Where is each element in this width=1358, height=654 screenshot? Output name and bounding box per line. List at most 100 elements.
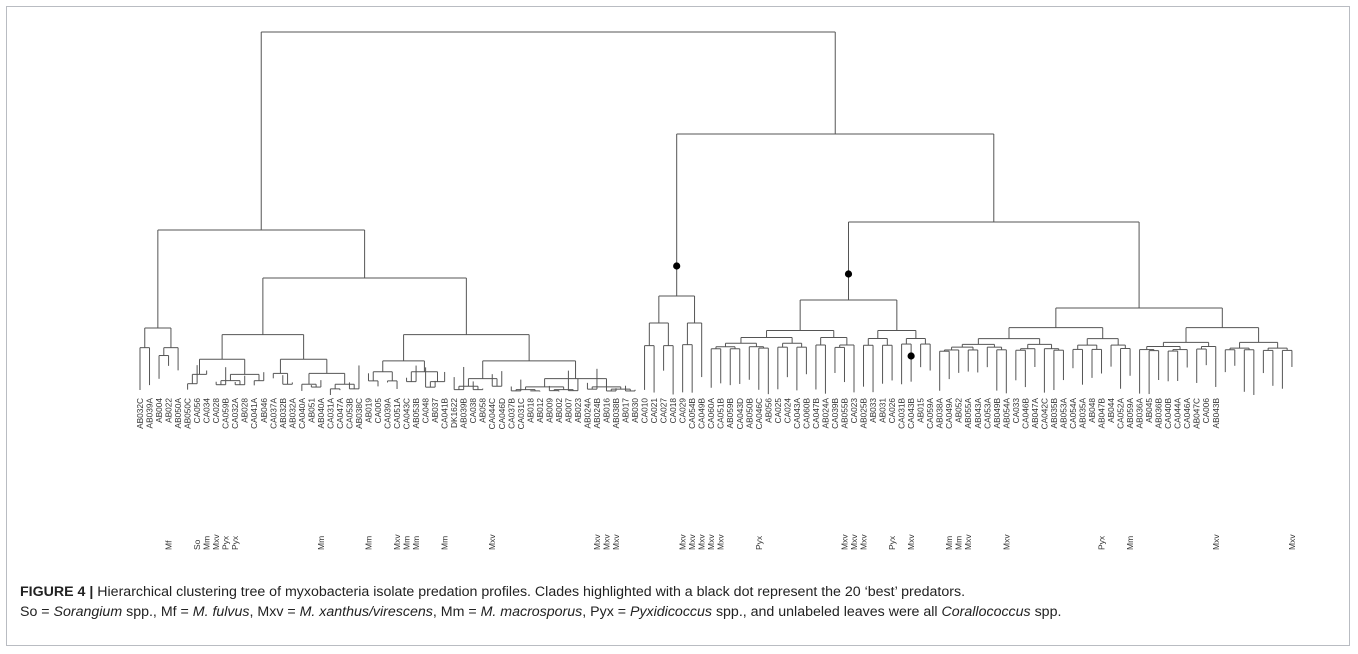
leaf-label: CA048 — [421, 398, 431, 424]
leaf-label: CA025 — [773, 398, 783, 424]
leaf-label: AB055A — [963, 398, 973, 429]
leaf-label: CA010 — [640, 398, 650, 424]
leaf-label: AB043B — [1211, 398, 1221, 429]
leaf-label: AB044 — [1106, 398, 1116, 423]
leaf-label: CA054A — [1068, 398, 1078, 429]
species-label: Pyx — [754, 535, 764, 550]
leaf-label: CA006 — [1201, 398, 1211, 424]
leaf-label: CA059A — [925, 398, 935, 429]
leaf-label: CA026 — [887, 398, 897, 424]
leaf-label: CA046A — [1182, 398, 1192, 429]
best-predator-dot — [907, 352, 915, 360]
leaf-label: CA031B — [897, 398, 907, 429]
leaf-label: CA051A — [392, 398, 402, 429]
leaf-label: AB050B — [744, 398, 754, 429]
leaf-label: AB050C — [183, 398, 193, 429]
dendrogram: AB032C AB039A AB004 AB022 AB050A AB050C CA056 C… — [135, 31, 1297, 550]
leaf-label: AB048 — [1087, 398, 1097, 423]
leaf-label: AB053A — [1058, 398, 1068, 429]
leaf-label: AB032A — [287, 398, 297, 429]
leaf-label: AB024A — [582, 398, 592, 429]
species-label: Mxv — [392, 534, 402, 550]
species-legend: So = Sorangium spp., Mf = M. fulvus, Mxv… — [20, 604, 1062, 620]
leaf-label: AB017 — [621, 398, 631, 423]
leaf-label: AB019 — [363, 398, 373, 423]
leaf-label: AB045 — [1144, 398, 1154, 423]
legend-abbr: Mf = — [160, 604, 193, 620]
leaf-label: CA043D — [735, 398, 745, 429]
leaf-label: CA024 — [782, 398, 792, 424]
leaf-label: AB033 — [868, 398, 878, 423]
leaf-label: AB046 — [259, 398, 269, 423]
leaf-label: CA047B — [811, 398, 821, 429]
species-label: Mm — [202, 536, 212, 550]
legend-abbr: Mm = — [440, 604, 481, 620]
leaf-label: CA032A — [230, 398, 240, 429]
species-label: Mm — [944, 536, 954, 550]
leaf-label: CA027 — [659, 398, 669, 424]
leaf-label: CA018 — [668, 398, 678, 424]
legend-species: M. fulvus — [192, 604, 250, 620]
species-label: Mxv — [211, 534, 221, 550]
legend-species: Sorangium — [53, 604, 123, 620]
species-label: Mm — [316, 536, 326, 550]
leaf-label: CA033 — [1011, 398, 1021, 424]
leaf-label: AB007 — [563, 398, 573, 423]
leaf-label: AB036B — [1154, 398, 1164, 429]
legend-abbr: Pyx = — [590, 604, 630, 620]
species-label: Mxv — [611, 534, 621, 550]
leaf-label: AB055B — [839, 398, 849, 429]
leaf-label: CA029 — [678, 398, 688, 424]
leaf-label: CA047A — [335, 398, 345, 429]
legend-tail: , and unlabeled leaves were all — [742, 604, 942, 620]
caption-text: Hierarchical clustering tree of myxobact… — [93, 584, 966, 600]
leaf-label: AB023 — [573, 398, 583, 423]
leaf-label: AB016 — [601, 398, 611, 423]
legend-abbr: Mxv = — [257, 604, 300, 620]
species-label: Mxv — [487, 534, 497, 550]
leaf-label: CA043C — [402, 398, 412, 429]
legend-species: M. macrosporus — [480, 604, 583, 620]
leaf-label: AB047A — [1030, 398, 1040, 429]
species-label: Mxv — [963, 534, 973, 550]
figure-frame — [6, 6, 1350, 646]
legend-abbr: So = — [20, 604, 54, 620]
leaf-label: CA053A — [982, 398, 992, 429]
leaf-label: AB015 — [916, 398, 926, 423]
leaf-label: AB024A — [820, 398, 830, 429]
species-label: Mm — [954, 536, 964, 550]
leaf-label: CA042C — [1039, 398, 1049, 429]
legend-species: Pyxidicoccus — [629, 604, 712, 620]
species-label: Mm — [440, 536, 450, 550]
leaf-label: AB056 — [763, 398, 773, 423]
leaf-label: AB035A — [1077, 398, 1087, 429]
leaf-label: AB047B — [1097, 398, 1107, 429]
leaf-label: AB004 — [154, 398, 164, 423]
leaf-label: AB036A — [1135, 398, 1145, 429]
leaf-label: CA051B — [716, 398, 726, 429]
leaf-label: DK1622 — [449, 398, 459, 428]
leaf-label: AB012 — [535, 398, 545, 423]
leaf-label: CA046C — [754, 398, 764, 429]
leaf-label: AB047C — [1192, 398, 1202, 429]
leaf-label: CA043B — [906, 398, 916, 429]
leaf-label: AB025B — [859, 398, 869, 429]
leaf-label: AB002 — [554, 398, 564, 423]
species-label: Mxv — [716, 534, 726, 550]
leaf-label: AB009 — [544, 398, 554, 423]
best-predator-dot — [844, 270, 853, 278]
leaf-label: AB051 — [306, 398, 316, 423]
leaf-label: CA049B — [697, 398, 707, 429]
species-label: Mxv — [687, 534, 697, 550]
leaf-label: AB030 — [630, 398, 640, 423]
species-label: Mxv — [697, 534, 707, 550]
leaf-label: CA044C — [487, 398, 497, 429]
leaf-label: AB024B — [592, 398, 602, 429]
leaf-label: AB037 — [430, 398, 440, 423]
leaf-label: AB059A — [1125, 398, 1135, 429]
species-label: Mxv — [706, 534, 716, 550]
leaf-label: CA043A — [792, 398, 802, 429]
leaf-label: CA054B — [687, 398, 697, 429]
leaf-label: CA040B — [1163, 398, 1173, 429]
species-label: Mm — [1125, 536, 1135, 550]
